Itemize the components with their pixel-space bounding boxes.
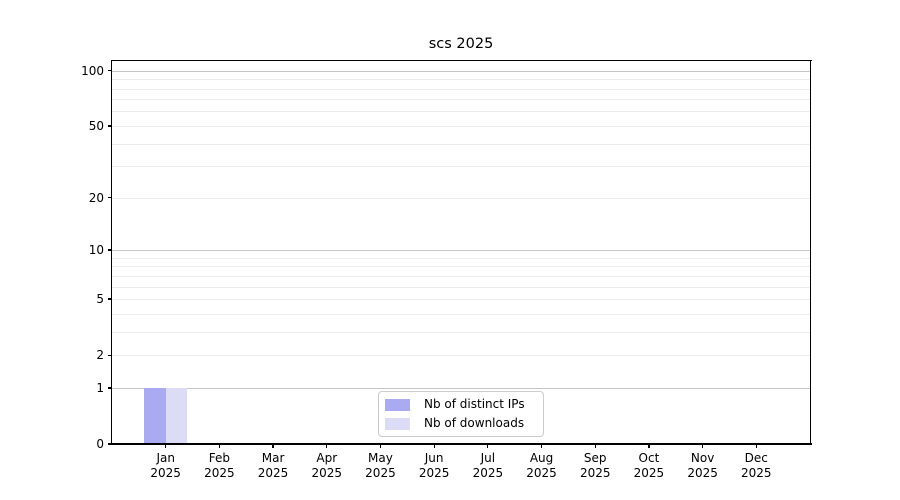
y-tick-mark — [108, 298, 112, 300]
y-tick-mark — [108, 197, 112, 199]
y-tick-mark — [108, 249, 112, 251]
x-tick-month: Dec — [744, 451, 768, 465]
legend-swatch-downloads — [385, 417, 410, 430]
y-tick-label-5: 5 — [96, 292, 104, 307]
bottom-spine — [110, 443, 812, 445]
x-tick-mark — [272, 444, 274, 449]
x-tick-mark — [648, 444, 650, 449]
y-tick-label-20: 20 — [88, 190, 104, 205]
top-spine — [110, 59, 812, 61]
x-tick-year: 2025 — [204, 466, 235, 480]
x-tick-month: Jun — [424, 451, 444, 465]
legend-swatch-distinct-ips — [385, 398, 410, 411]
legend: Nb of distinct IPs Nb of downloads — [378, 391, 544, 437]
x-tick-label-mar: Mar 2025 — [243, 451, 303, 481]
y-tick-label-2: 2 — [96, 348, 104, 363]
x-tick-mark — [326, 444, 328, 449]
y-tick-mark — [108, 125, 112, 127]
gridline-minor — [112, 266, 810, 268]
x-tick-mark — [218, 444, 221, 449]
y-tick-label-100: 100 — [81, 63, 104, 78]
gridline-minor — [112, 79, 810, 81]
gridline-minor — [112, 99, 810, 101]
x-tick-month: Aug — [529, 451, 554, 465]
legend-item-distinct-ips: Nb of distinct IPs — [385, 398, 543, 411]
x-tick-mark — [165, 444, 167, 449]
y-tick-label-50: 50 — [88, 118, 104, 133]
gridline-minor — [112, 355, 810, 357]
gridline-minor — [112, 166, 810, 168]
x-tick-mark — [594, 444, 596, 449]
x-tick-year: 2025 — [472, 466, 504, 480]
gridline-major — [112, 387, 810, 389]
x-tick-month: Jan — [156, 451, 175, 465]
x-tick-label-jun: Jun 2025 — [404, 451, 464, 481]
x-tick-mark — [487, 444, 489, 449]
x-tick-label-jul: Jul 2025 — [458, 451, 518, 481]
x-tick-label-jan: Jan 2025 — [136, 451, 196, 481]
x-tick-month: Sep — [583, 451, 607, 465]
x-tick-mark — [433, 444, 435, 449]
x-tick-label-may: May 2025 — [350, 451, 410, 481]
x-tick-month: Nov — [690, 451, 715, 465]
gridline-minor — [112, 299, 810, 301]
x-tick-year: 2025 — [257, 466, 289, 480]
x-tick-label-sep: Sep 2025 — [565, 451, 625, 481]
legend-item-downloads: Nb of downloads — [385, 417, 543, 430]
gridline-minor — [112, 143, 810, 145]
x-tick-year: 2025 — [741, 466, 772, 480]
gridline-minor — [112, 257, 810, 259]
left-spine — [110, 59, 112, 445]
y-tick-mark — [108, 443, 112, 445]
x-tick-label-feb: Feb 2025 — [189, 451, 249, 481]
legend-label-downloads: Nb of downloads — [424, 416, 525, 430]
legend-label-distinct-ips: Nb of distinct IPs — [424, 397, 525, 411]
x-tick-mark — [540, 444, 543, 449]
plot-area — [112, 61, 810, 444]
gridline-minor — [112, 275, 810, 277]
x-tick-year: 2025 — [526, 466, 557, 480]
y-tick-mark — [108, 70, 112, 72]
x-tick-month: Jul — [480, 451, 496, 465]
x-tick-label-oct: Oct 2025 — [619, 451, 679, 481]
y-tick-label-10: 10 — [88, 243, 104, 258]
y-tick-label-0: 0 — [96, 437, 104, 451]
x-tick-month: Apr — [316, 451, 338, 465]
chart-title: scs 2025 — [428, 36, 494, 52]
x-tick-month: Feb — [208, 451, 230, 465]
gridline-minor — [112, 313, 810, 315]
bar-jan-downloads — [165, 387, 188, 444]
x-tick-mark — [701, 444, 704, 449]
x-tick-year: 2025 — [311, 466, 343, 480]
y-tick-mark — [108, 354, 112, 356]
x-tick-month: Oct — [638, 451, 660, 465]
x-tick-label-dec: Dec 2025 — [726, 451, 786, 481]
x-tick-label-aug: Aug 2025 — [512, 451, 572, 481]
bar-jan-distinct-ips — [144, 387, 166, 444]
x-tick-mark — [755, 444, 757, 449]
gridline-minor — [112, 197, 810, 199]
x-tick-label-apr: Apr 2025 — [297, 451, 357, 481]
x-tick-year: 2025 — [687, 466, 718, 480]
gridline-minor — [112, 286, 810, 288]
gridline-minor — [112, 111, 810, 113]
gridline-major — [112, 250, 810, 252]
x-tick-mark — [379, 444, 382, 449]
gridline-minor — [112, 125, 810, 127]
x-tick-year: 2025 — [365, 466, 396, 480]
x-tick-year: 2025 — [579, 466, 611, 480]
right-spine — [809, 59, 811, 445]
x-tick-label-nov: Nov 2025 — [673, 451, 733, 481]
x-tick-month: Mar — [261, 451, 285, 465]
gridline-minor — [112, 331, 810, 333]
x-tick-year: 2025 — [633, 466, 665, 480]
x-tick-year: 2025 — [418, 466, 450, 480]
y-tick-label-1: 1 — [96, 380, 104, 395]
x-tick-month: May — [368, 451, 393, 465]
x-tick-year: 2025 — [150, 466, 181, 480]
gridline-major — [112, 70, 810, 72]
gridline-minor — [112, 88, 810, 90]
y-tick-mark — [108, 387, 112, 389]
